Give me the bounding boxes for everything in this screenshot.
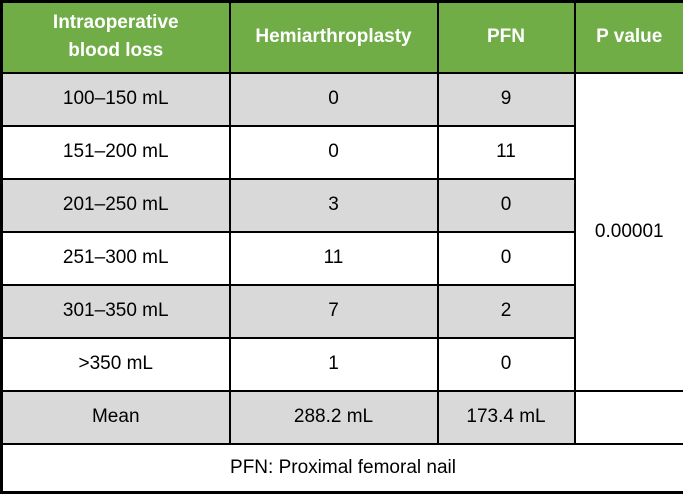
range-cell: >350 mL	[0, 336, 231, 392]
pfn-cell: 9	[436, 71, 576, 127]
header-intraoperative-blood-loss: Intraoperative blood loss	[0, 0, 231, 74]
hemi-cell: 3	[228, 177, 439, 233]
table-row: >350 mL 1 0	[0, 336, 683, 392]
range-cell: 100–150 mL	[0, 71, 231, 127]
mean-hemi: 288.2 mL	[228, 389, 439, 445]
range-cell: 301–350 mL	[0, 283, 231, 339]
table-row: 301–350 mL 7 2	[0, 283, 683, 339]
mean-row: Mean 288.2 mL 173.4 mL	[0, 389, 683, 445]
pfn-cell: 11	[436, 124, 576, 180]
pfn-cell: 0	[436, 336, 576, 392]
range-cell: 151–200 mL	[0, 124, 231, 180]
header-line-2: blood loss	[68, 40, 164, 62]
header-line-1: Intraoperative	[52, 12, 179, 34]
range-cell: 251–300 mL	[0, 230, 231, 286]
pfn-cell: 0	[436, 230, 576, 286]
footnote: PFN: Proximal femoral nail	[0, 442, 683, 494]
hemi-cell: 11	[228, 230, 439, 286]
hemi-cell: 1	[228, 336, 439, 392]
hemi-cell: 0	[228, 71, 439, 127]
header-row: Intraoperative blood loss Hemiarthroplas…	[0, 0, 683, 74]
mean-pfn: 173.4 mL	[436, 389, 576, 445]
footnote-row: PFN: Proximal femoral nail	[0, 442, 683, 494]
table-row: 251–300 mL 11 0	[0, 230, 683, 286]
table-row: 100–150 mL 0 9 0.00001	[0, 71, 683, 392]
table-row: 151–200 mL 0 11	[0, 124, 683, 180]
p-value-cell: 0.00001	[573, 71, 683, 392]
mean-p-value-empty	[573, 389, 683, 445]
hemi-cell: 0	[228, 124, 439, 180]
hemi-cell: 7	[228, 283, 439, 339]
header-p-value: P value	[573, 0, 683, 74]
header-pfn: PFN	[436, 0, 576, 74]
header-hemiarthroplasty: Hemiarthroplasty	[228, 0, 439, 74]
pfn-cell: 2	[436, 283, 576, 339]
pfn-cell: 0	[436, 177, 576, 233]
range-cell: 201–250 mL	[0, 177, 231, 233]
table-row: 201–250 mL 3 0	[0, 177, 683, 233]
mean-label: Mean	[0, 389, 231, 445]
